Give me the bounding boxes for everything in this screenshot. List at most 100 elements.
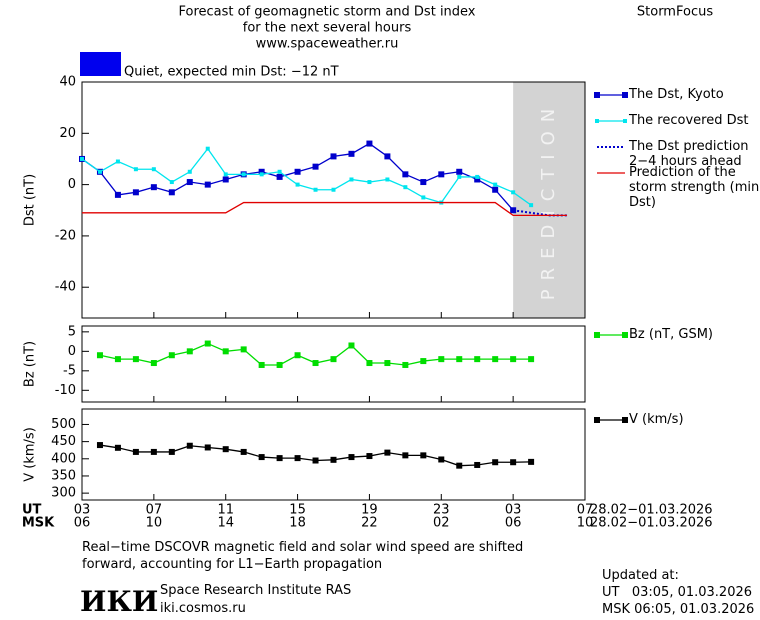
- y-tick-label: 20: [59, 126, 76, 141]
- point: [132, 189, 139, 196]
- legend-label: Bz (nT, GSM): [629, 327, 714, 342]
- point: [510, 459, 517, 466]
- point: [187, 169, 192, 174]
- legend-label: The recovered Dst: [629, 113, 749, 128]
- y-tick-label: -40: [55, 280, 76, 295]
- point: [528, 356, 535, 363]
- y-tick-label: 0: [68, 344, 76, 359]
- point: [313, 187, 318, 192]
- x-tick-label-msk: 02: [433, 516, 450, 531]
- prediction-label: PREDICTION: [538, 100, 559, 300]
- point: [384, 360, 391, 367]
- point: [312, 163, 319, 170]
- point: [330, 456, 337, 463]
- point: [223, 172, 228, 177]
- point: [168, 189, 175, 196]
- point: [456, 462, 463, 469]
- point: [348, 150, 355, 157]
- point: [403, 185, 408, 190]
- legend-marker: [594, 417, 600, 423]
- point: [186, 348, 193, 355]
- series-line: [81, 147, 532, 206]
- point: [420, 452, 427, 459]
- point: [222, 348, 229, 355]
- point: [97, 169, 102, 174]
- x-tick-label: 03: [74, 503, 91, 518]
- point: [402, 452, 409, 459]
- point: [492, 459, 499, 466]
- point: [348, 342, 355, 349]
- point: [456, 168, 463, 175]
- x-tick-label: 15: [289, 503, 306, 518]
- point: [151, 167, 156, 172]
- y-tick-label: 40: [59, 75, 76, 90]
- point: [366, 360, 373, 367]
- y-axis-label: Bz (nT): [23, 341, 38, 387]
- point: [276, 361, 283, 368]
- msk-label: MSK: [22, 516, 55, 531]
- point: [168, 352, 175, 359]
- legend-marker: [594, 92, 600, 98]
- point: [385, 177, 390, 182]
- point: [114, 444, 121, 451]
- updated: UT 03:05, 01.03.2026: [602, 585, 753, 600]
- point: [528, 458, 535, 465]
- y-axis-label: Dst (nT): [23, 174, 38, 226]
- x-tick-label-msk: 10: [146, 516, 163, 531]
- point: [150, 184, 157, 191]
- point: [456, 356, 463, 363]
- point: [384, 153, 391, 160]
- legend-marker: [622, 332, 628, 338]
- point: [133, 167, 138, 172]
- logo: ИКИ: [80, 585, 159, 618]
- x-tick-label-msk: 06: [505, 516, 522, 531]
- x-tick-label: 23: [433, 503, 450, 518]
- panel-frame: [81, 408, 586, 501]
- legend-label: The Dst, Kyoto: [629, 87, 724, 102]
- point: [114, 191, 121, 198]
- point: [348, 454, 355, 461]
- updated: MSK 06:05, 01.03.2026: [602, 602, 755, 617]
- point: [96, 352, 103, 359]
- point: [349, 177, 354, 182]
- legend-marker: [595, 119, 599, 123]
- prediction-zone: [513, 82, 585, 318]
- footer-note: Real−time DSCOVR magnetic field and sola…: [82, 540, 524, 555]
- point: [438, 171, 445, 178]
- x-tick-label: 19: [361, 503, 378, 518]
- point: [475, 174, 480, 179]
- point: [241, 172, 246, 177]
- point: [474, 461, 481, 468]
- updated: Updated at:: [602, 568, 679, 583]
- panel-frame: [81, 325, 586, 403]
- point: [150, 360, 157, 367]
- msk-dates: 28.02−01.03.2026: [590, 516, 713, 531]
- point: [132, 448, 139, 455]
- point: [402, 361, 409, 368]
- x-tick-label-msk: 18: [289, 516, 306, 531]
- point: [420, 358, 427, 365]
- point: [258, 454, 265, 461]
- x-tick-label-msk: 10: [577, 516, 594, 531]
- point: [205, 146, 210, 151]
- point: [529, 203, 534, 208]
- point: [330, 153, 337, 160]
- point: [277, 169, 282, 174]
- point: [150, 448, 157, 455]
- y-tick-label: 400: [51, 451, 76, 466]
- legend-marker: [594, 332, 600, 338]
- point: [331, 187, 336, 192]
- legend-marker: [622, 417, 628, 423]
- point: [366, 453, 373, 460]
- y-tick-label: -10: [55, 383, 76, 398]
- point: [240, 346, 247, 353]
- point: [295, 182, 300, 187]
- point: [492, 356, 499, 363]
- point: [276, 173, 283, 180]
- legend-marker: [622, 92, 628, 98]
- y-tick-label: 500: [51, 417, 76, 432]
- point: [330, 356, 337, 363]
- x-tick-label: 07: [577, 503, 594, 518]
- point: [294, 455, 301, 462]
